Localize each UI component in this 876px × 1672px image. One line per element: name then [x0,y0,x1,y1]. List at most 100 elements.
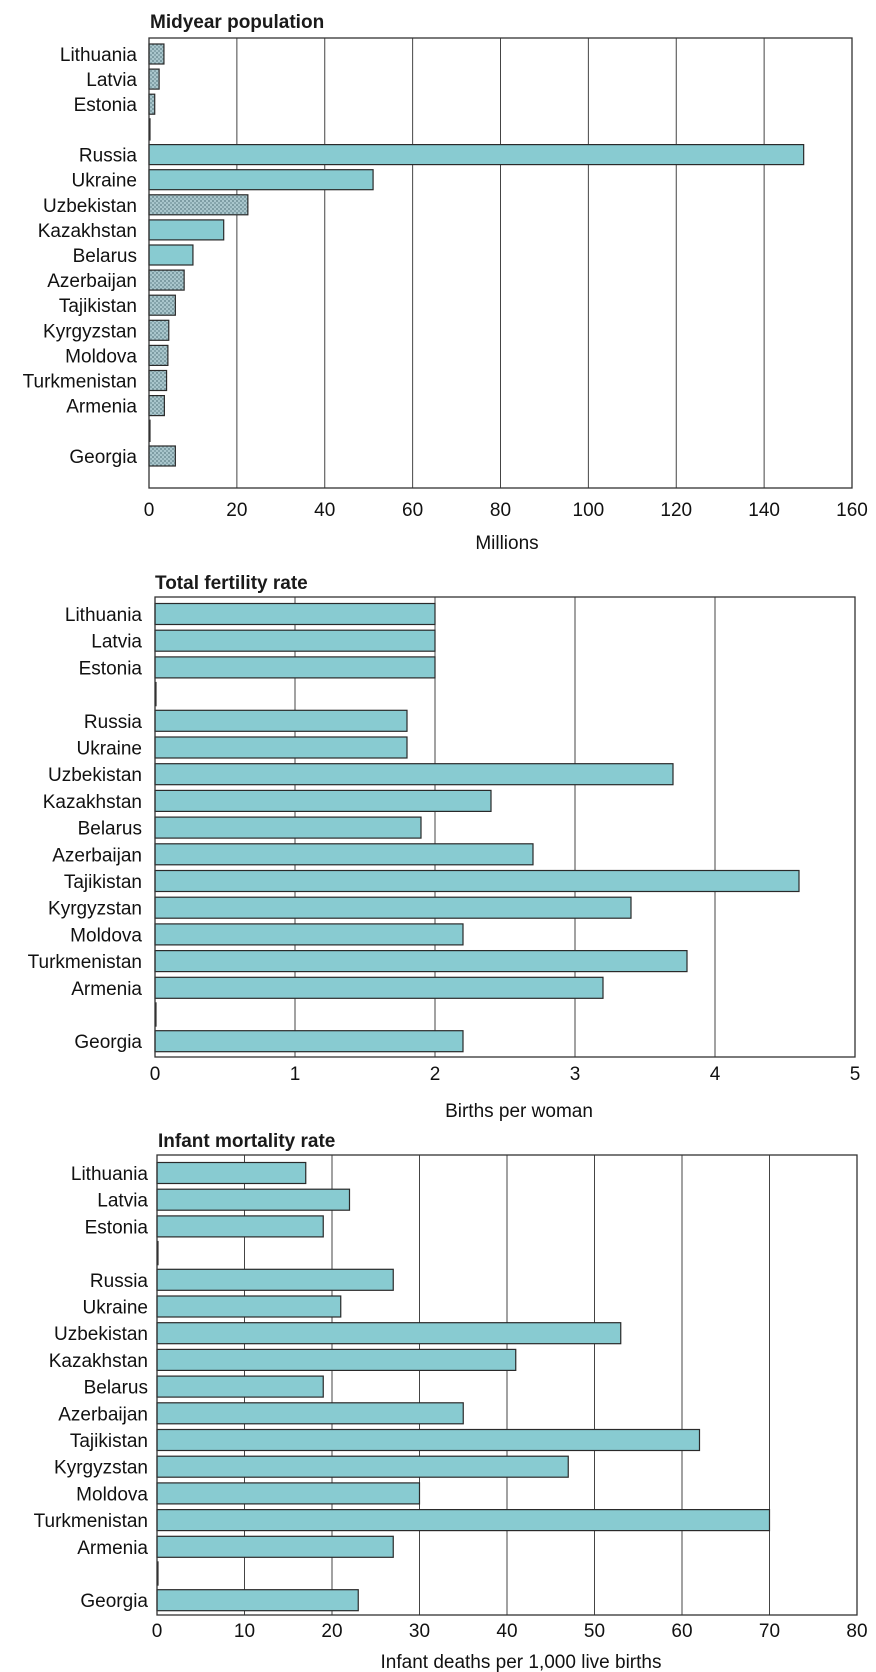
fertility-chart: Total fertility rate Lithuania Latvia Esto… [28,573,861,1122]
population-x-ticks: 0 20 40 60 80 100 120 140 160 [144,500,868,521]
fertility-x-tick-label: 1 [290,1064,301,1085]
infant-mortality-bars [156,1161,771,1612]
infant-mortality-chart: Infant mortality rate Lithuania Latvia Est… [34,1131,868,1672]
fertility-category-label: Moldova [70,925,142,946]
infant-mortality-x-tick-label: 70 [759,1621,780,1642]
population-category-label: Tajikistan [59,296,137,317]
population-category-label: Ukraine [72,171,137,192]
population-x-tick-label: 0 [144,500,155,521]
population-bar-kyrgyzstan [148,319,170,341]
fertility-category-label: Latvia [91,632,142,653]
fertility-plot-frame [154,596,856,1058]
fertility-bar-turkmenistan [154,949,688,973]
infant-mortality-category-label: Belarus [84,1378,148,1399]
infant-mortality-bar-uzbekistan [156,1322,622,1345]
fertility-category-label: Azerbaijan [52,845,142,866]
population-x-tick-label: 160 [836,500,868,521]
infant-mortality-chart-title: Infant mortality rate [158,1131,335,1152]
infant-mortality-bar-turkmenistan [156,1508,771,1532]
population-x-tick-label: 140 [748,500,780,521]
infant-mortality-category-labels: Lithuania Latvia Estonia Russia Ukraine Uzbek… [34,1164,149,1612]
fertility-x-tick-label: 4 [710,1064,721,1085]
population-x-tick-label: 40 [314,500,335,521]
infant-mortality-x-tick-label: 40 [496,1621,517,1642]
infant-mortality-bar-ukraine [156,1295,342,1318]
infant-mortality-category-label: Ukraine [83,1298,148,1319]
population-x-tick-label: 80 [490,500,511,521]
infant-mortality-bar-kazakhstan [156,1348,517,1372]
population-bar-ukraine [148,169,374,191]
infant-mortality-bar-armenia [156,1535,394,1558]
population-x-tick-label: 100 [573,500,605,521]
population-x-tick-label: 20 [226,500,247,521]
fertility-bar-azerbaijan [154,843,534,866]
fertility-bar-lithuania [154,602,436,626]
population-bar-georgia [148,445,176,467]
infant-mortality-category-label: Uzbekistan [54,1324,148,1345]
fertility-category-label: Tajikistan [64,872,142,893]
infant-mortality-category-label: Kyrgyzstan [54,1458,148,1479]
fertility-x-ticks: 0 1 2 3 4 5 [150,1064,861,1085]
fertility-bars [154,602,800,1053]
population-x-tick-label: 120 [660,500,692,521]
infant-mortality-bar-georgia [156,1589,359,1612]
infant-mortality-bar-russia [156,1268,394,1291]
fertility-bar-kyrgyzstan [154,896,632,919]
infant-mortality-x-tick-label: 80 [846,1621,867,1642]
population-category-label: Russia [79,146,138,167]
population-category-label: Estonia [74,95,138,116]
fertility-bar-russia [154,709,408,732]
population-category-label: Armenia [66,397,137,418]
fertility-category-label: Belarus [78,819,142,840]
population-x-axis-label: Millions [475,533,538,554]
infant-mortality-category-label: Moldova [76,1484,148,1505]
infant-mortality-category-label: Lithuania [71,1164,149,1185]
population-bar-kazakhstan [148,219,225,241]
fertility-x-tick-label: 5 [850,1064,861,1085]
infant-mortality-x-tick-label: 20 [321,1621,342,1642]
infant-mortality-x-tick-label: 50 [584,1621,605,1642]
fertility-bar-armenia [154,976,604,999]
population-bar-tajikistan [148,294,176,316]
population-bar-armenia [148,395,165,417]
infant-mortality-x-ticks: 0 10 20 30 40 50 60 70 80 [152,1621,868,1642]
infant-mortality-x-tick-label: 0 [152,1621,163,1642]
infant-mortality-bar-belarus [156,1375,324,1398]
infant-mortality-category-label: Latvia [97,1191,148,1212]
fertility-bar-belarus [154,816,422,839]
population-bar-turkmenistan [148,369,168,392]
fertility-category-label: Kazakhstan [43,792,142,813]
infant-mortality-category-label: Georgia [80,1591,148,1612]
fertility-category-label: Lithuania [65,605,143,626]
population-bar-lithuania [148,43,165,65]
infant-mortality-x-axis-label: Infant deaths per 1,000 live births [381,1652,662,1672]
population-chart: Midyear population Lithuania Latvia Estoni… [23,12,868,554]
population-bar-uzbekistan [148,194,249,216]
fertility-bar-moldova [154,923,464,946]
infant-mortality-bar-moldova [156,1482,421,1505]
population-category-label: Georgia [69,447,137,468]
infant-mortality-x-tick-label: 60 [671,1621,692,1642]
fertility-bar-tajikistan [154,869,800,893]
population-category-label: Belarus [73,246,137,267]
infant-mortality-category-label: Turkmenistan [34,1511,148,1532]
infant-mortality-bar-kyrgyzstan [156,1455,569,1478]
infant-mortality-category-label: Armenia [77,1538,148,1559]
fertility-category-label: Russia [84,712,143,733]
population-x-tick-label: 60 [402,500,423,521]
fertility-category-labels: Lithuania Latvia Estonia Russia Ukraine Uzbek… [28,605,143,1053]
fertility-bar-uzbekistan [154,763,674,786]
fertility-chart-title: Total fertility rate [155,573,308,594]
infant-mortality-bar-azerbaijan [156,1402,464,1425]
infant-mortality-category-label: Azerbaijan [58,1404,148,1425]
fertility-category-label: Uzbekistan [48,765,142,786]
infant-mortality-bar-estonia [156,1215,324,1238]
population-category-label: Lithuania [60,45,138,66]
population-category-labels: Lithuania Latvia Estonia Russia Ukraine Uzbek… [23,45,138,468]
population-chart-title: Midyear population [150,12,324,33]
fertility-bar-estonia [154,656,436,679]
population-bar-moldova [148,344,169,366]
fertility-category-label: Ukraine [77,739,142,760]
population-category-label: Latvia [86,70,137,91]
